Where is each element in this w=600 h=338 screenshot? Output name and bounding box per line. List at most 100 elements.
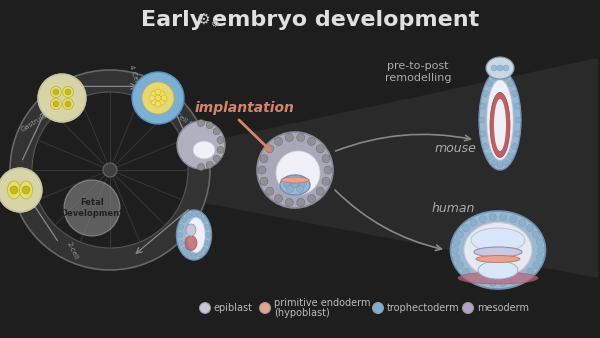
Circle shape bbox=[491, 74, 497, 80]
Ellipse shape bbox=[478, 261, 518, 279]
Circle shape bbox=[297, 134, 305, 142]
Ellipse shape bbox=[193, 141, 215, 159]
Text: (hypoblast): (hypoblast) bbox=[274, 308, 330, 318]
Circle shape bbox=[191, 212, 197, 217]
Circle shape bbox=[503, 160, 509, 166]
Ellipse shape bbox=[479, 70, 521, 170]
Ellipse shape bbox=[50, 87, 62, 97]
Circle shape bbox=[65, 101, 71, 107]
Circle shape bbox=[500, 279, 506, 286]
Circle shape bbox=[191, 254, 197, 259]
Text: Fetal
Development: Fetal Development bbox=[61, 198, 124, 218]
Circle shape bbox=[53, 89, 59, 95]
Ellipse shape bbox=[476, 256, 520, 263]
Ellipse shape bbox=[185, 236, 197, 250]
Ellipse shape bbox=[186, 224, 196, 236]
Circle shape bbox=[197, 120, 205, 126]
Circle shape bbox=[536, 239, 543, 246]
Text: mouse: mouse bbox=[435, 142, 477, 154]
Circle shape bbox=[0, 168, 42, 212]
Ellipse shape bbox=[471, 228, 525, 252]
Circle shape bbox=[155, 101, 161, 107]
Circle shape bbox=[480, 131, 486, 137]
Text: 4 Cell Stage: 4 Cell Stage bbox=[128, 65, 147, 106]
Circle shape bbox=[155, 89, 161, 95]
Circle shape bbox=[53, 101, 59, 107]
Circle shape bbox=[463, 225, 469, 232]
Text: implantation: implantation bbox=[195, 101, 295, 115]
Circle shape bbox=[463, 303, 473, 314]
Circle shape bbox=[206, 122, 213, 129]
Circle shape bbox=[324, 166, 332, 174]
Circle shape bbox=[512, 143, 518, 149]
Ellipse shape bbox=[187, 217, 205, 252]
Ellipse shape bbox=[490, 93, 510, 158]
Ellipse shape bbox=[451, 211, 545, 289]
Ellipse shape bbox=[281, 177, 309, 183]
Circle shape bbox=[285, 134, 293, 142]
Circle shape bbox=[205, 241, 209, 245]
Circle shape bbox=[533, 262, 539, 269]
Circle shape bbox=[199, 303, 211, 314]
Circle shape bbox=[161, 95, 167, 101]
Circle shape bbox=[287, 186, 293, 193]
Circle shape bbox=[536, 255, 543, 261]
Circle shape bbox=[10, 70, 210, 270]
Circle shape bbox=[285, 198, 293, 207]
Circle shape bbox=[479, 277, 486, 284]
Circle shape bbox=[487, 80, 493, 87]
Circle shape bbox=[260, 155, 268, 163]
Circle shape bbox=[538, 246, 545, 254]
Circle shape bbox=[308, 195, 316, 202]
Ellipse shape bbox=[7, 181, 20, 199]
Circle shape bbox=[514, 103, 520, 109]
Circle shape bbox=[179, 224, 184, 230]
Circle shape bbox=[205, 233, 211, 238]
Circle shape bbox=[142, 82, 174, 114]
Circle shape bbox=[490, 214, 496, 221]
Circle shape bbox=[275, 138, 283, 145]
Circle shape bbox=[508, 153, 514, 160]
Circle shape bbox=[508, 80, 514, 87]
Ellipse shape bbox=[474, 247, 522, 257]
Circle shape bbox=[452, 246, 458, 254]
Circle shape bbox=[22, 186, 30, 194]
Circle shape bbox=[479, 117, 485, 123]
Circle shape bbox=[510, 277, 517, 284]
Circle shape bbox=[10, 186, 18, 194]
Circle shape bbox=[213, 128, 220, 135]
Text: 8-16 Cell Stage: 8-16 Cell Stage bbox=[159, 101, 206, 137]
Circle shape bbox=[503, 65, 509, 71]
Circle shape bbox=[217, 137, 224, 144]
Circle shape bbox=[322, 177, 330, 185]
Circle shape bbox=[482, 143, 488, 149]
Circle shape bbox=[490, 279, 496, 286]
Circle shape bbox=[64, 180, 120, 236]
Circle shape bbox=[527, 225, 533, 232]
Circle shape bbox=[316, 145, 324, 153]
Circle shape bbox=[266, 187, 274, 195]
Circle shape bbox=[453, 255, 460, 261]
Ellipse shape bbox=[280, 175, 310, 195]
Circle shape bbox=[470, 219, 477, 226]
Text: pre-to-post
remodelling: pre-to-post remodelling bbox=[385, 61, 451, 83]
Circle shape bbox=[491, 160, 497, 166]
Circle shape bbox=[316, 187, 324, 195]
Circle shape bbox=[38, 74, 86, 122]
Circle shape bbox=[514, 131, 520, 137]
Text: Gastrula: Gastrula bbox=[20, 113, 49, 133]
Ellipse shape bbox=[276, 151, 320, 195]
Circle shape bbox=[487, 153, 493, 160]
Circle shape bbox=[503, 74, 509, 80]
Ellipse shape bbox=[494, 99, 506, 151]
Circle shape bbox=[206, 161, 213, 168]
Circle shape bbox=[132, 72, 184, 124]
Circle shape bbox=[275, 195, 283, 202]
Text: Fetus: Fetus bbox=[17, 197, 37, 210]
Circle shape bbox=[182, 218, 187, 223]
Circle shape bbox=[497, 72, 503, 78]
Circle shape bbox=[197, 213, 202, 218]
Circle shape bbox=[457, 231, 463, 238]
Circle shape bbox=[159, 91, 165, 97]
Circle shape bbox=[197, 252, 202, 257]
